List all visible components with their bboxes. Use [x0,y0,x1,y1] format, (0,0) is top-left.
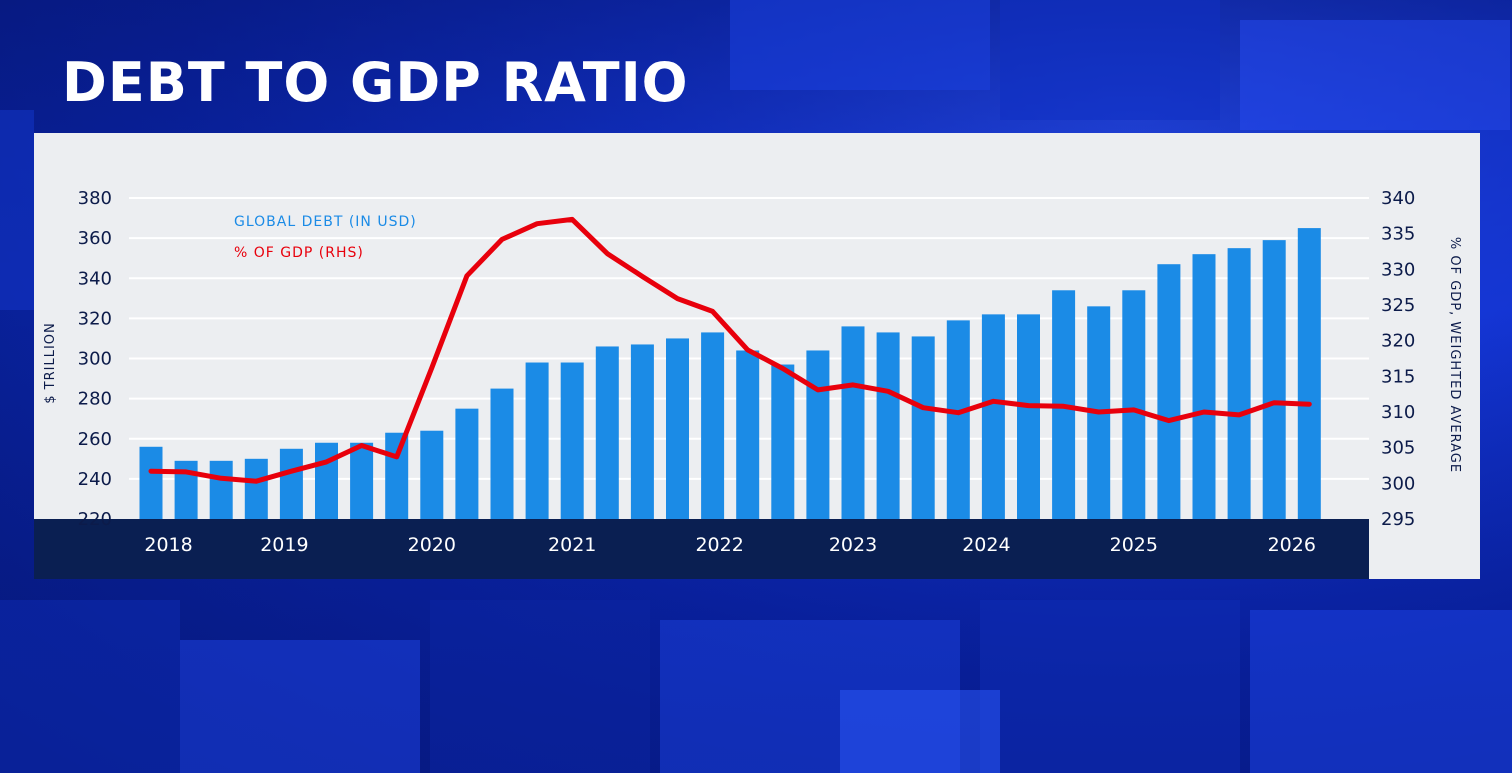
left-tick-label: 300 [78,349,112,370]
debt-bar [841,326,865,519]
debt-bar [666,338,689,519]
left-tick-label: 340 [78,268,112,289]
right-axis-ticks: 295 300 305 310 315 320 325 330 335 340 [1381,188,1415,530]
left-tick-label: 320 [78,308,112,329]
debt-bar [490,388,514,519]
background-block [0,110,34,310]
x-axis-ticks: 2018 2019 2020 2021 2022 2023 2024 2025 2026 [144,534,1316,556]
debt-bar [876,332,900,519]
debt-bar [455,408,479,519]
right-tick-label: 330 [1381,259,1415,280]
debt-bar [350,442,374,519]
x-tick-label: 2022 [695,534,743,556]
x-tick-label: 2024 [962,534,1010,556]
debt-bar [279,448,303,519]
right-axis-title: % OF GDP, WEIGHTED AVERAGE [1447,237,1462,473]
background-block [1250,610,1512,773]
background-block [180,640,420,773]
left-tick-label: 380 [78,188,112,209]
debt-bar [981,314,1005,519]
debt-bar [560,362,584,519]
debt-bar [1297,228,1321,519]
right-tick-label: 295 [1381,509,1415,530]
left-axis-title: $ TRILLION [43,322,58,404]
right-tick-label: 305 [1381,438,1415,459]
background-block [0,600,180,773]
left-tick-label: 280 [78,389,112,410]
debt-bar [420,430,444,519]
debt-bar [244,458,268,519]
debt-bar [525,362,549,519]
debt-bar [701,332,725,519]
legend-global-debt: GLOBAL DEBT (IN USD) [234,214,417,230]
background-block [840,690,1000,773]
left-tick-label: 240 [78,469,112,490]
page-title: DEBT TO GDP RATIO [62,51,689,114]
background-block [730,0,990,90]
debt-gdp-chart: 2018 2019 2020 2021 2022 2023 2024 2025 2026 220… [34,188,1462,579]
background-block [1000,0,1220,120]
right-tick-label: 315 [1381,366,1415,387]
debt-bar [139,446,163,519]
debt-bar [630,344,654,519]
debt-bar [595,346,619,519]
debt-bars [139,228,1321,520]
debt-bar [771,364,795,519]
right-tick-label: 335 [1381,224,1415,245]
x-tick-label: 2018 [144,534,192,556]
x-tick-label: 2023 [829,534,877,556]
debt-bar [1157,264,1181,519]
x-tick-label: 2025 [1110,534,1158,556]
background-block [980,600,1240,773]
debt-bar [209,460,233,519]
debt-bar [315,442,338,519]
debt-bar [806,350,830,519]
x-tick-label: 2020 [408,534,456,556]
x-tick-label: 2026 [1268,534,1316,556]
left-tick-label: 260 [78,429,112,450]
right-tick-label: 340 [1381,188,1415,209]
debt-bar [946,320,970,519]
x-tick-label: 2021 [548,534,596,556]
debt-bar [736,350,760,519]
left-tick-label: 220 [78,509,112,530]
legend-gdp-ratio: % OF GDP (RHS) [234,245,364,261]
debt-bar [1192,254,1216,520]
debt-bar [911,336,935,519]
left-tick-label: 360 [78,228,112,249]
debt-bar [1227,248,1251,519]
debt-bar [385,432,409,519]
background-block [1240,20,1510,130]
background-block [430,600,650,773]
x-tick-label: 2019 [260,534,308,556]
debt-bar [1017,314,1040,519]
left-axis-ticks: 220 240 260 280 300 320 340 360 380 [78,188,112,530]
debt-bar [1262,240,1286,519]
right-tick-label: 320 [1381,331,1415,352]
x-axis-band [34,519,1369,579]
debt-bar [1122,290,1146,519]
right-tick-label: 300 [1381,473,1415,494]
right-tick-label: 310 [1381,402,1415,423]
gdp-ratio-line [148,216,1312,484]
right-tick-label: 325 [1381,295,1415,316]
